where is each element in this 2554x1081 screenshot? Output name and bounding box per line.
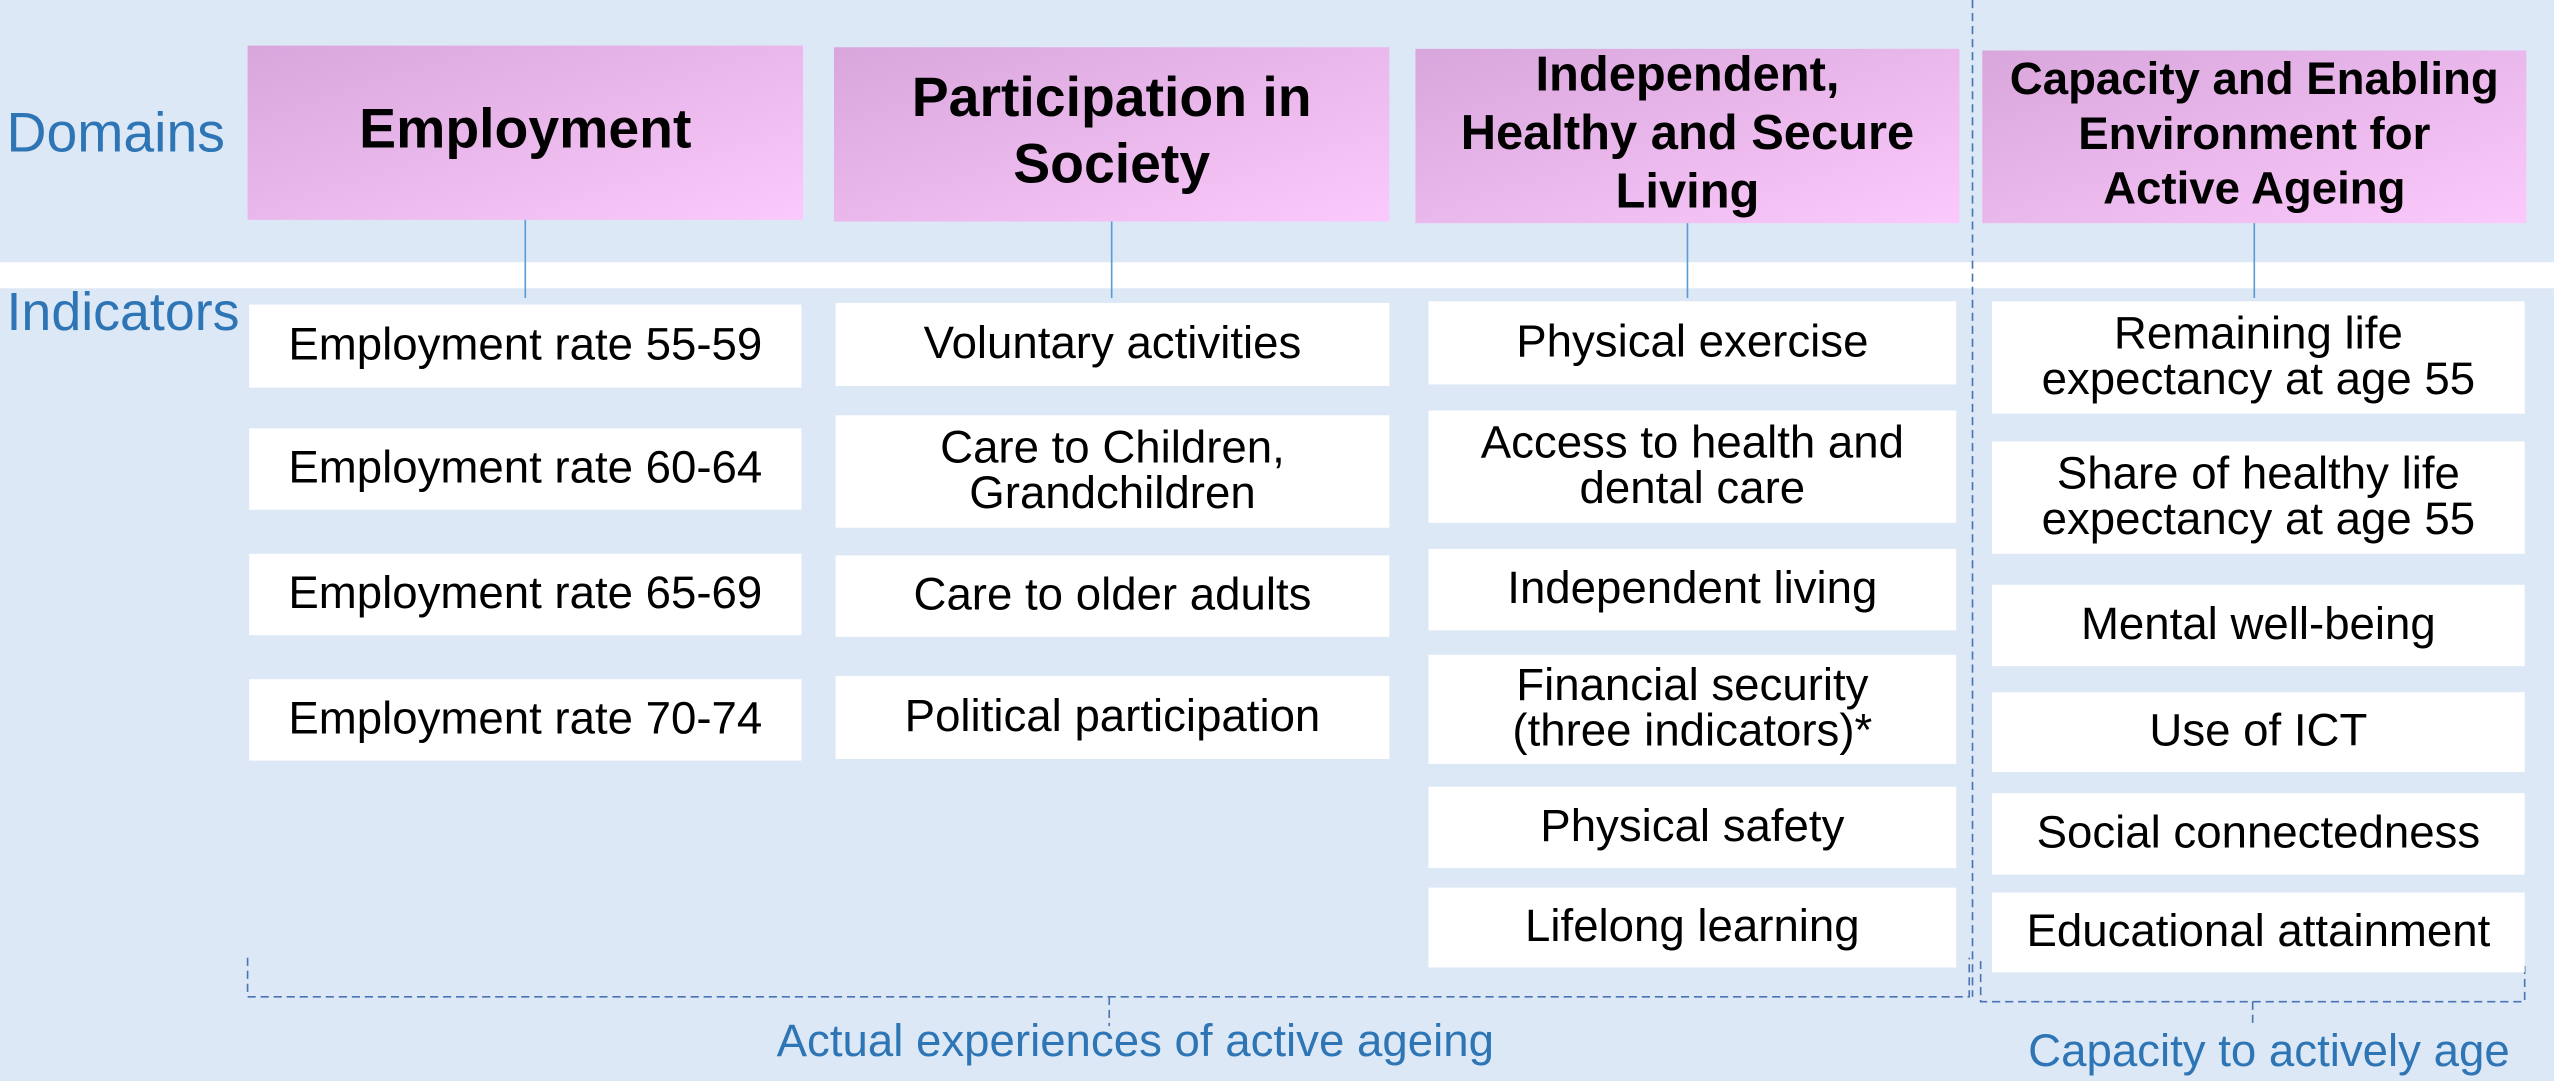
indicator-box bbox=[249, 428, 802, 510]
domain-title-line: Capacity and Enabling bbox=[2010, 53, 2499, 104]
indicator-box bbox=[1992, 301, 2525, 414]
indicator-line: Mental well-being bbox=[2081, 598, 2436, 649]
row-label: Domains bbox=[7, 101, 225, 163]
indicator-box bbox=[1992, 692, 2525, 773]
separator-band bbox=[0, 262, 2554, 289]
indicator: Employment rate 65-69 bbox=[288, 567, 762, 618]
indicator-line: Employment rate 55-59 bbox=[288, 319, 762, 370]
indicator: Care to older adults bbox=[914, 569, 1312, 620]
indicator-box bbox=[835, 302, 1390, 387]
indicator: Access to health and dental care bbox=[1481, 417, 1904, 514]
row-label: Indicators bbox=[7, 282, 240, 342]
indicator-box bbox=[1428, 887, 1957, 968]
indicator-line: Educational attainment bbox=[2026, 905, 2490, 956]
domain-title-line: Healthy and Secure bbox=[1461, 106, 1914, 160]
domain-title: Employment bbox=[359, 97, 691, 159]
indicator-box bbox=[249, 553, 802, 636]
brace bbox=[1979, 960, 2526, 1027]
indicator-box bbox=[835, 555, 1390, 637]
indicator: Educational attainment bbox=[2026, 905, 2490, 956]
indicator-line: Care to Children, bbox=[940, 421, 1285, 472]
indicator: Political participation bbox=[905, 690, 1321, 741]
indicator: Independent living bbox=[1507, 562, 1877, 613]
indicator-line: Social connectedness bbox=[2037, 807, 2481, 858]
domain-title: Capacity and Enabling Environment for Acti… bbox=[2010, 53, 2499, 213]
brace bbox=[246, 957, 1971, 1027]
indicator-line: Employment rate 60-64 bbox=[288, 442, 762, 493]
indicator-line: Political participation bbox=[905, 690, 1321, 741]
domain-title: Participation in Society bbox=[912, 66, 1312, 194]
indicator-line: (three indicators)* bbox=[1512, 705, 1872, 756]
indicator-line: dental care bbox=[1580, 462, 1806, 513]
domain-title-line: Active Ageing bbox=[2103, 163, 2405, 214]
indicator: Care to Children, Grandchildren bbox=[940, 421, 1285, 518]
indicator-box bbox=[1428, 410, 1957, 523]
indicator-line: Grandchildren bbox=[969, 467, 1255, 518]
indicator-box bbox=[1992, 441, 2525, 554]
indicator-box bbox=[1428, 301, 1957, 385]
indicator-box bbox=[1428, 548, 1957, 631]
indicator-line: expectancy at age 55 bbox=[2042, 353, 2475, 404]
indicator-line: Remaining life bbox=[2114, 307, 2403, 358]
indicator: Employment rate 60-64 bbox=[288, 442, 762, 493]
group-label: Actual experiences of active ageing bbox=[777, 1015, 1494, 1066]
domain-box bbox=[833, 47, 1390, 222]
group-label: Capacity to actively age bbox=[2028, 1025, 2510, 1076]
domain-title-line: Independent, bbox=[1535, 47, 1839, 101]
domain-box bbox=[1982, 50, 2527, 224]
indicator-box bbox=[1992, 793, 2525, 875]
indicator-line: Physical safety bbox=[1540, 800, 1844, 851]
indicator-box bbox=[249, 679, 802, 761]
indicator-line: expectancy at age 55 bbox=[2042, 493, 2475, 544]
indicator-box bbox=[249, 304, 802, 388]
indicator-line: Employment rate 65-69 bbox=[288, 567, 762, 618]
indicator: Employment rate 55-59 bbox=[288, 319, 762, 370]
indicator-line: Access to health and bbox=[1481, 417, 1904, 468]
domain-title-line: Employment bbox=[359, 97, 691, 159]
domain-title-line: Society bbox=[1013, 132, 1210, 194]
domain-title-line: Participation in bbox=[912, 66, 1312, 128]
indicator-line: Use of ICT bbox=[2149, 705, 2367, 756]
indicator-box bbox=[1428, 786, 1957, 869]
indicator-line: Independent living bbox=[1507, 562, 1877, 613]
indicator: Social connectedness bbox=[2037, 807, 2481, 858]
indicator: Mental well-being bbox=[2081, 598, 2436, 649]
domain-box bbox=[1415, 48, 1960, 224]
indicator-box bbox=[1428, 654, 1957, 764]
indicator-line: Share of healthy life bbox=[2057, 447, 2460, 498]
indicator-line: Care to older adults bbox=[914, 569, 1312, 620]
indicator-line: Voluntary activities bbox=[924, 317, 1302, 368]
indicator-line: Physical exercise bbox=[1516, 316, 1868, 367]
indicator-line: Financial security bbox=[1516, 659, 1868, 710]
indicator-box bbox=[835, 415, 1390, 528]
indicator-box bbox=[1992, 584, 2525, 667]
indicator-line: Lifelong learning bbox=[1525, 900, 1860, 951]
indicator-box bbox=[1992, 892, 2525, 973]
indicator: Lifelong learning bbox=[1525, 900, 1860, 951]
indicator: Physical exercise bbox=[1516, 316, 1868, 367]
indicator: Physical safety bbox=[1540, 800, 1844, 851]
indicator: Share of healthy life expectancy at age 5… bbox=[2042, 447, 2475, 544]
indicator: Use of ICT bbox=[2149, 705, 2367, 756]
indicator: Employment rate 70-74 bbox=[288, 693, 762, 744]
indicator: Remaining life expectancy at age 55 bbox=[2042, 307, 2475, 404]
indicator-box bbox=[835, 675, 1390, 759]
domain-title: Independent, Healthy and Secure Living bbox=[1461, 47, 1914, 218]
indicator-line: Employment rate 70-74 bbox=[288, 693, 762, 744]
indicator: Financial security (three indicators)* bbox=[1512, 659, 1872, 756]
domain-title-line: Living bbox=[1616, 165, 1760, 219]
indicator: Voluntary activities bbox=[924, 317, 1302, 368]
domain-box bbox=[247, 45, 804, 220]
domain-title-line: Environment for bbox=[2078, 108, 2430, 159]
